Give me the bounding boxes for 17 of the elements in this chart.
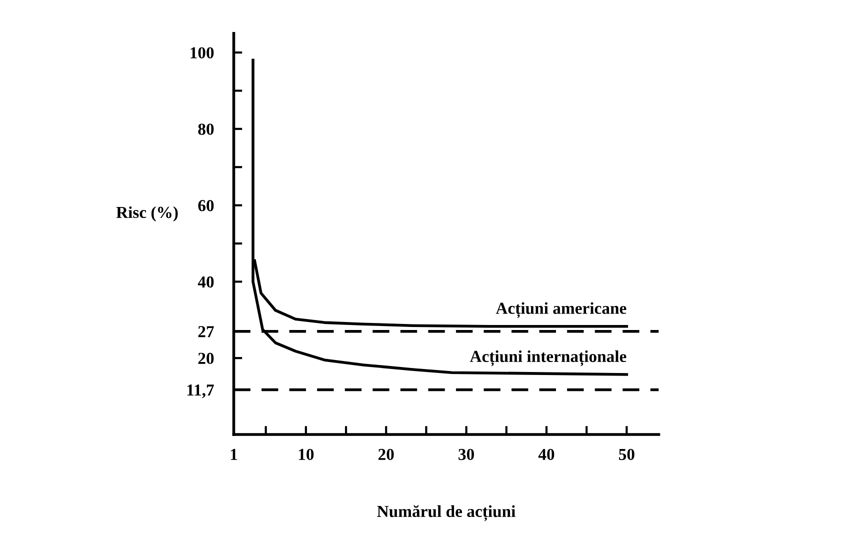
y-tick-label: 100 [190,47,214,58]
x-tick-label: 20 [378,448,394,460]
y-tick-label: 27 [198,326,214,338]
x-tick-label: 40 [538,448,554,460]
y-axis-title: Risc (%) [116,206,178,222]
y-tick-label: 11,7 [187,384,214,398]
y-tick-label: 40 [198,276,214,288]
x-tick-label: 10 [298,448,314,460]
x-axis-title: Numărul de acțiuni [377,505,516,522]
y-tick-label: 60 [198,200,214,212]
x-tick-label: 1 [230,448,238,460]
y-tick-label: 80 [198,124,214,135]
x-tick-label: 50 [619,448,634,460]
series-label: Acțiuni internaționale [470,350,626,366]
y-tick-label: 20 [198,352,214,364]
series-label: Acțiuni americane [496,302,626,318]
x-tick-label: 30 [458,448,474,460]
